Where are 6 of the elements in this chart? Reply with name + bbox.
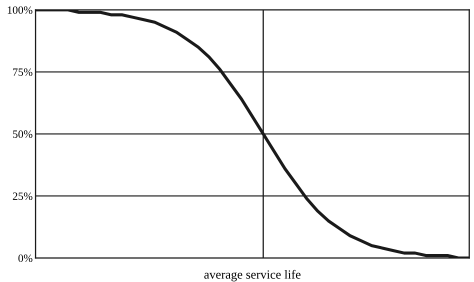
y-tick-label: 50% — [13, 130, 32, 138]
x-axis-title: average service life — [204, 270, 301, 282]
y-tick-label: 25% — [12, 192, 32, 200]
y-tick-label: 75% — [13, 68, 32, 76]
y-tick-label: 0% — [18, 254, 32, 262]
y-tick-label: 100% — [8, 6, 32, 14]
